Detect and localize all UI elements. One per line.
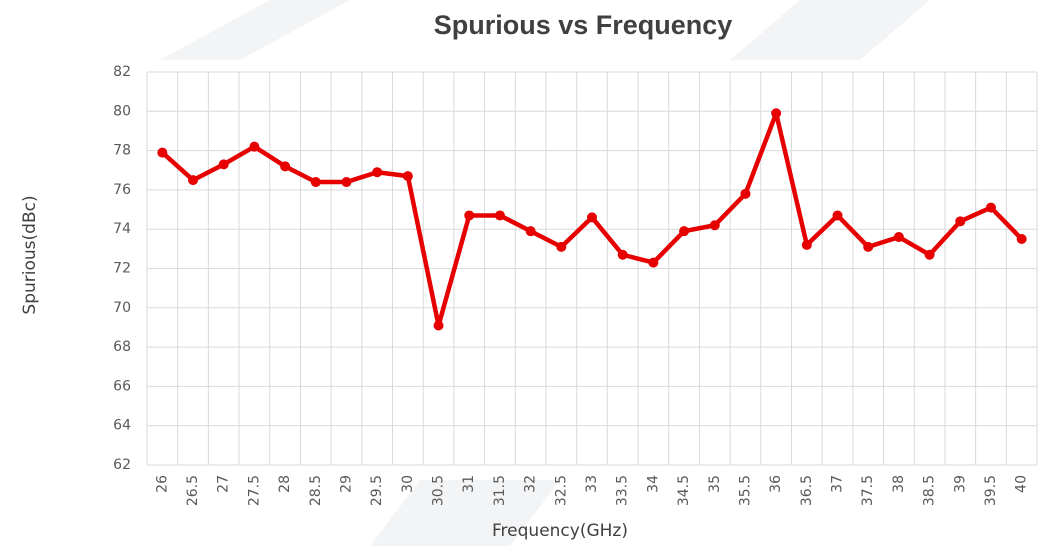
x-tick-label: 31.5 xyxy=(492,475,508,506)
x-tick-label: 35.5 xyxy=(737,475,753,506)
data-point xyxy=(494,210,505,221)
data-point xyxy=(709,220,720,231)
data-point xyxy=(188,175,199,186)
y-tick-label: 64 xyxy=(113,418,131,434)
x-tick-label: 36 xyxy=(768,475,784,493)
x-tick-label: 36.5 xyxy=(799,475,815,506)
x-tick-label: 31 xyxy=(461,475,477,493)
data-point xyxy=(249,141,260,152)
x-tick-label: 34.5 xyxy=(676,475,692,506)
x-tick-label: 33 xyxy=(584,475,600,493)
y-tick-label: 82 xyxy=(113,64,131,80)
x-tick-label: 33.5 xyxy=(615,475,631,506)
data-point xyxy=(157,147,168,158)
data-point xyxy=(893,232,904,243)
x-tick-label: 27 xyxy=(216,475,232,493)
data-point xyxy=(1016,234,1027,245)
x-tick-label: 38 xyxy=(891,475,907,493)
x-tick-label: 28 xyxy=(277,475,293,493)
chart-title: Spurious vs Frequency xyxy=(434,10,733,40)
y-tick-label: 62 xyxy=(113,457,131,473)
background-stripe xyxy=(160,0,350,60)
y-tick-label: 66 xyxy=(113,378,131,394)
data-point xyxy=(525,226,536,237)
x-tick-label: 30 xyxy=(400,475,416,493)
x-tick-label: 39 xyxy=(952,475,968,493)
y-tick-label: 76 xyxy=(113,182,131,198)
data-point xyxy=(832,210,843,221)
data-point xyxy=(863,241,874,252)
data-point xyxy=(372,167,383,178)
data-point xyxy=(402,171,413,182)
data-point xyxy=(310,177,321,188)
x-tick-label: 27.5 xyxy=(246,475,262,506)
data-point xyxy=(341,177,352,188)
data-point xyxy=(679,226,690,237)
x-tick-label: 29.5 xyxy=(369,475,385,506)
x-tick-label: 37.5 xyxy=(860,475,876,506)
data-point xyxy=(924,249,935,260)
x-tick-label: 26.5 xyxy=(185,475,201,506)
background-stripe xyxy=(730,0,930,60)
data-point xyxy=(464,210,475,221)
x-tick-label: 39.5 xyxy=(983,475,999,506)
data-point xyxy=(801,239,812,250)
data-point xyxy=(433,320,444,331)
data-point xyxy=(280,161,291,172)
y-axis-label: Spurious(dBc) xyxy=(20,195,40,314)
x-tick-label: 28.5 xyxy=(308,475,324,506)
y-tick-label: 80 xyxy=(113,103,131,119)
x-axis-label: Frequency(GHz) xyxy=(492,521,628,541)
x-tick-label: 37 xyxy=(830,475,846,493)
background-stripe xyxy=(370,480,560,546)
y-tick-label: 70 xyxy=(113,300,131,316)
data-point xyxy=(985,202,996,213)
y-tick-label: 68 xyxy=(113,339,131,355)
data-point xyxy=(648,257,659,268)
x-tick-label: 38.5 xyxy=(922,475,938,506)
data-point xyxy=(587,212,597,223)
data-point xyxy=(617,249,628,260)
y-tick-label: 72 xyxy=(113,261,131,277)
data-point xyxy=(740,188,751,199)
x-tick-label: 29 xyxy=(338,475,354,493)
data-point xyxy=(556,241,567,252)
x-tick-label: 34 xyxy=(645,475,661,493)
x-tick-label: 32 xyxy=(523,475,539,493)
data-point xyxy=(955,216,966,227)
x-tick-label: 40 xyxy=(1014,475,1030,493)
y-tick-label: 74 xyxy=(113,221,131,237)
data-point xyxy=(771,108,782,119)
y-tick-label: 78 xyxy=(113,143,131,159)
x-tick-label: 35 xyxy=(707,475,723,493)
x-tick-label: 30.5 xyxy=(431,475,447,506)
x-tick-label: 26 xyxy=(154,475,170,493)
data-point xyxy=(218,159,229,170)
x-tick-label: 32.5 xyxy=(553,475,569,506)
